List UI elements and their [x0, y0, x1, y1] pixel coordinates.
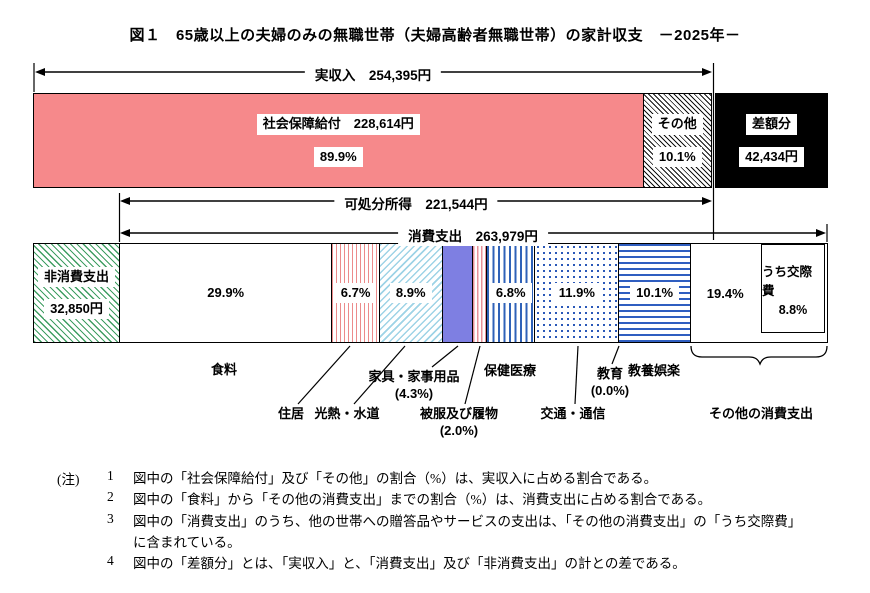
note-number: 1 [107, 468, 114, 483]
leader-housing [297, 345, 351, 405]
segment-recreation: 10.1% [618, 244, 690, 342]
deficit-value: 42,434円 [739, 146, 804, 167]
note-row-3: 3 図中の「消費支出」のうち、他の世帯への贈答品やサービスの支出は、「その他の消… [57, 511, 823, 554]
expenditure-bar: 非消費支出 32,850円 29.9% 6.7% 8.9% 6.8% 11.9%… [33, 243, 828, 343]
brace-other-consumption [690, 345, 828, 366]
social-expenses-box: うち交際費 8.8% [760, 244, 825, 333]
deficit-label: 差額分 [745, 114, 797, 135]
label-education: 教育 (0.0%) [591, 366, 629, 400]
label-furniture-pct: (4.3%) [394, 385, 434, 401]
note-number: 3 [107, 510, 114, 526]
note-row-1: (注) 1 図中の「社会保障給付」及び「その他」の割合（%）は、実収入に占める割… [57, 468, 823, 489]
leader-education [611, 345, 620, 365]
social-expenses-label: うち交際費 [761, 264, 812, 298]
segment-clothing [472, 244, 487, 342]
income-arrow-head-left [35, 68, 45, 76]
segment-social-security: 社会保障給付 228,614円 89.9% [34, 94, 643, 187]
income-arrow-head-right [702, 68, 712, 76]
label-utilities: 光熱・水道 [314, 406, 380, 421]
deficit-box: 差額分 42,434円 [715, 93, 828, 188]
segment-utilities: 8.9% [378, 244, 442, 342]
segment-non-consumption: 非消費支出 32,850円 [34, 244, 120, 342]
recreation-pct: 10.1% [630, 282, 680, 304]
figure-title: 図１ 65歳以上の夫婦のみの無職世帯（夫婦高齢者無職世帯）の家計収支 －2025… [129, 27, 741, 44]
label-furniture-name: 家具・家事用品 [368, 369, 460, 384]
segment-medical: 6.8% [486, 244, 535, 342]
label-recreation: 教養娯楽 [627, 363, 681, 378]
segment-transport: 11.9% [534, 244, 619, 342]
social-security-pct: 89.9% [313, 146, 363, 167]
note-text: 図中の「消費支出」のうち、他の世帯への贈答品やサービスの支出は、「その他の消費支… [133, 513, 802, 550]
consumption-total-label: 消費支出 263,979円 [398, 224, 548, 246]
notes-section: (注) 1 図中の「社会保障給付」及び「その他」の割合（%）は、実収入に占める割… [57, 468, 823, 575]
note-number: 4 [107, 553, 114, 569]
income-total-label: 実収入 254,395円 [304, 63, 442, 85]
label-clothing-name: 被服及び履物 [419, 406, 499, 421]
segment-other-consumption: 19.4% うち交際費 8.8% [689, 244, 827, 342]
medical-pct: 6.8% [489, 282, 532, 304]
label-transport: 交通・通信 [540, 406, 606, 421]
disposable-income-label: 可処分所得 221,544円 [334, 192, 498, 214]
other-income-label: その他 [651, 114, 703, 135]
food-pct: 29.9% [201, 282, 251, 304]
segment-furniture [441, 244, 473, 342]
label-medical: 保健医療 [483, 363, 537, 378]
note-text: 図中の「社会保障給付」及び「その他」の割合（%）は、実収入に占める割合である。 [133, 471, 658, 486]
segment-other-income: その他 10.1% [642, 94, 711, 187]
note-number: 2 [107, 489, 114, 505]
label-clothing-pct: (2.0%) [439, 422, 479, 438]
leader-clothing [464, 345, 481, 405]
note-text: 図中の「食料」から「その他の消費支出」までの割合（%）は、消費支出に占める割合で… [133, 492, 712, 508]
consumption-segments: 29.9% 6.7% 8.9% 6.8% 11.9% 10.1% 19.4% [120, 244, 827, 342]
income-bar: 社会保障給付 228,614円 89.9% その他 10.1% [33, 93, 712, 188]
label-housing: 住居 [277, 406, 305, 421]
label-education-pct: (0.0%) [590, 382, 630, 398]
non-consumption-value: 32,850円 [44, 299, 109, 320]
social-expenses-pct: 8.8% [778, 302, 808, 317]
note-row-4: 4 図中の「差額分」とは、「実収入」と、「消費支出」及び「非消費支出」の計との差… [57, 553, 823, 574]
label-furniture: 家具・家事用品 (4.3%) [368, 369, 459, 403]
non-consumption-label: 非消費支出 [37, 266, 115, 287]
social-security-label: 社会保障給付 228,614円 [256, 114, 420, 135]
note-row-2: 2 図中の「食料」から「その他の消費支出」までの割合（%）は、消費支出に占める割… [57, 489, 823, 510]
housing-pct: 6.7% [334, 282, 377, 304]
note-mark: (注) [57, 472, 80, 487]
label-food: 食料 [210, 362, 238, 377]
utilities-pct: 8.9% [389, 282, 432, 304]
label-education-name: 教育 [596, 366, 624, 381]
segment-food: 29.9% [120, 244, 332, 342]
transport-pct: 11.9% [552, 282, 601, 304]
label-clothing: 被服及び履物 (2.0%) [420, 406, 498, 440]
other-income-pct: 10.1% [652, 146, 702, 167]
leader-furniture [431, 345, 459, 368]
note-text: 図中の「差額分」とは、「実収入」と、「消費支出」及び「非消費支出」の計との差であ… [133, 556, 686, 572]
label-other-consumption: その他の消費支出 [708, 406, 814, 421]
other-consumption-pct: 19.4% [706, 285, 744, 301]
leader-transport [574, 345, 579, 405]
segment-housing: 6.7% [331, 244, 379, 342]
